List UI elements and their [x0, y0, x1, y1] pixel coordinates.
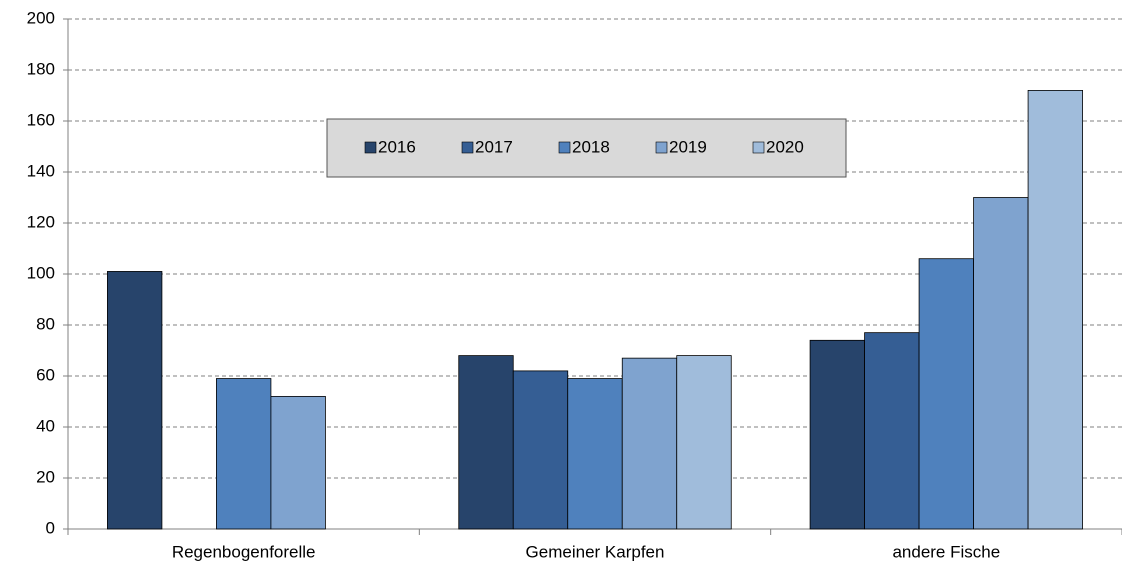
x-tick-label: Regenbogenforelle — [172, 542, 316, 561]
legend-label: 2018 — [572, 137, 610, 156]
bar — [512, 370, 569, 530]
y-tick-label: 100 — [27, 263, 55, 282]
bar — [918, 258, 974, 530]
legend-label: 2020 — [766, 137, 804, 156]
y-tick-label: 180 — [27, 59, 55, 78]
bar — [621, 357, 678, 530]
y-tick-label: 60 — [36, 365, 55, 384]
legend-label: 2019 — [669, 137, 707, 156]
bar — [809, 339, 865, 530]
y-tick-label: 140 — [27, 161, 55, 180]
y-tick-label: 200 — [27, 8, 55, 27]
legend-label: 2016 — [378, 137, 416, 156]
y-tick-label: 120 — [27, 212, 55, 231]
bar — [458, 355, 514, 530]
x-tick-label: Gemeiner Karpfen — [526, 542, 665, 561]
bar — [567, 378, 623, 530]
bar — [676, 355, 732, 530]
x-tick-label: andere Fische — [892, 542, 1000, 561]
bar — [864, 332, 920, 530]
bar — [107, 271, 163, 530]
legend-swatch — [558, 141, 571, 154]
legend-swatch — [655, 141, 668, 154]
legend-swatch — [364, 141, 377, 154]
y-tick-label: 80 — [36, 314, 55, 333]
bar — [270, 395, 326, 530]
bar — [216, 378, 272, 530]
legend-swatch — [461, 141, 474, 154]
y-tick-label: 20 — [36, 467, 55, 486]
y-tick-label: 40 — [36, 416, 55, 435]
legend-swatch — [752, 141, 765, 154]
legend-label: 2017 — [475, 137, 513, 156]
y-tick-label: 0 — [46, 518, 55, 537]
y-tick-label: 160 — [27, 110, 55, 129]
bar — [973, 197, 1029, 530]
bar — [1027, 90, 1083, 530]
